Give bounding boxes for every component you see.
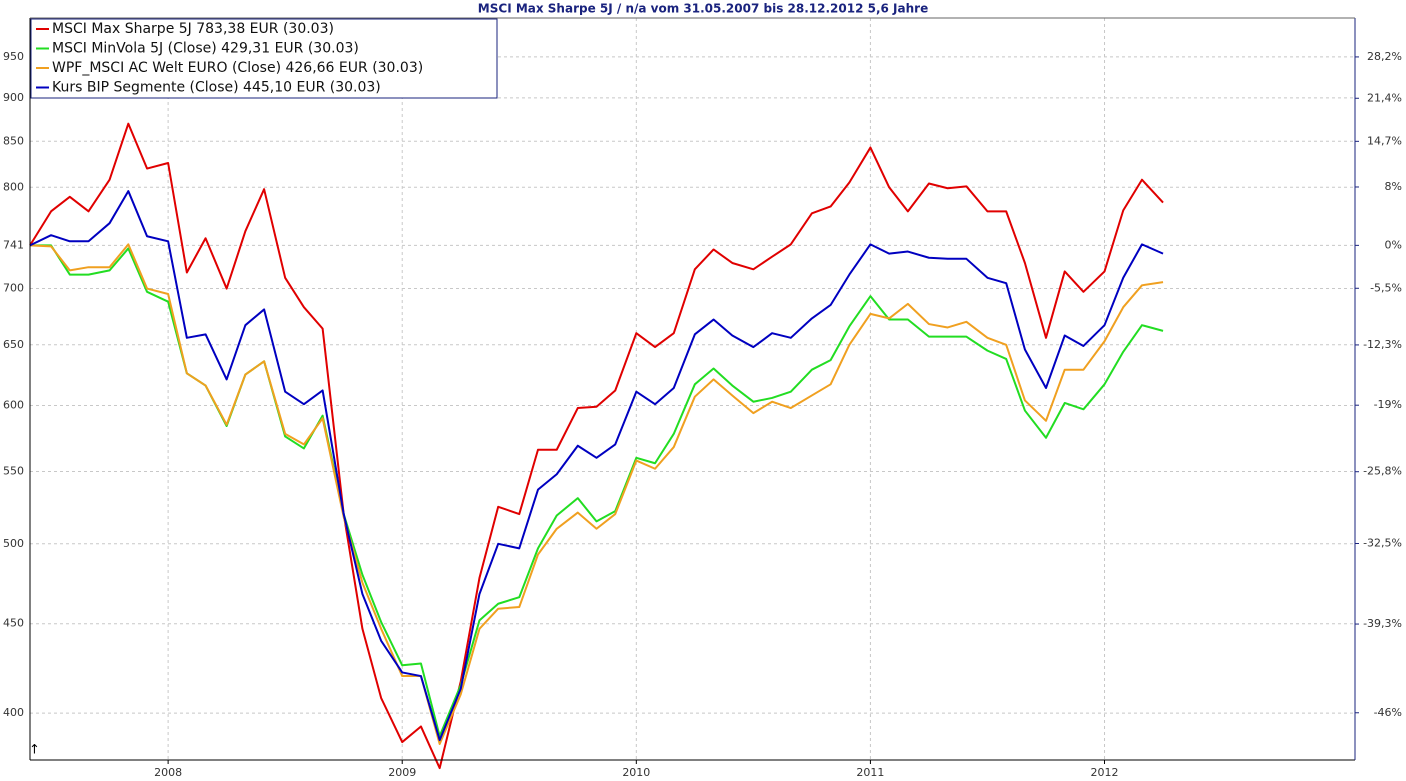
y-tick-label: 950 xyxy=(3,50,24,63)
legend-label: MSCI Max Sharpe 5J 783,38 EUR (30.03) xyxy=(52,21,334,37)
x-tick-label: 2012 xyxy=(1091,766,1119,779)
y2-tick-label: -5,5% xyxy=(1370,281,1402,294)
y-tick-label: 500 xyxy=(3,537,24,550)
y-tick-label: 900 xyxy=(3,91,24,104)
y2-tick-label: -46% xyxy=(1374,706,1402,719)
y2-tick-label: 0% xyxy=(1385,238,1402,251)
legend: MSCI Max Sharpe 5J 783,38 EUR (30.03) MSC… xyxy=(30,18,498,99)
legend-label: Kurs BIP Segmente (Close) 445,10 EUR (30… xyxy=(52,80,381,96)
y-tick-label: 400 xyxy=(3,706,24,719)
series-line xyxy=(29,190,1164,742)
y2-tick-label: -12,3% xyxy=(1363,338,1402,351)
y-tick-label: 450 xyxy=(3,617,24,630)
series-line xyxy=(29,243,1164,746)
y2-tick-label: 28,2% xyxy=(1367,50,1402,63)
x-tick-label: 2011 xyxy=(856,766,884,779)
corner-icon: ↑ xyxy=(29,743,40,758)
legend-box xyxy=(30,18,498,99)
grid xyxy=(30,18,1355,760)
y2-tick-label: -32,5% xyxy=(1363,537,1402,550)
y2-tick-label: 14,7% xyxy=(1367,134,1402,147)
lines xyxy=(29,122,1164,770)
y-tick-label: 600 xyxy=(3,398,24,411)
x-tick-label: 2009 xyxy=(388,766,416,779)
series-line xyxy=(29,122,1164,770)
y-tick-label: 741 xyxy=(3,238,24,251)
y-tick-label: 550 xyxy=(3,464,24,477)
legend-label: WPF_MSCI AC Welt EURO (Close) 426,66 EUR… xyxy=(52,60,423,76)
y2-tick-label: -39,3% xyxy=(1363,617,1402,630)
y2-tick-label: -19% xyxy=(1374,398,1402,411)
x-tick-label: 2008 xyxy=(154,766,182,779)
x-tick-label: 2010 xyxy=(622,766,650,779)
chart-title: MSCI Max Sharpe 5J / n/a vom 31.05.2007 … xyxy=(478,2,928,16)
y2-tick-label: -25,8% xyxy=(1363,465,1402,478)
legend-label: MSCI MinVola 5J (Close) 429,31 EUR (30.0… xyxy=(52,41,359,57)
y-tick-label: 800 xyxy=(3,180,24,193)
y-tick-label: 850 xyxy=(3,134,24,147)
y-tick-label: 700 xyxy=(3,282,24,295)
y2-tick-label: 8% xyxy=(1385,180,1402,193)
y2-tick-label: 21,4% xyxy=(1367,91,1402,104)
y-tick-label: 650 xyxy=(3,338,24,351)
